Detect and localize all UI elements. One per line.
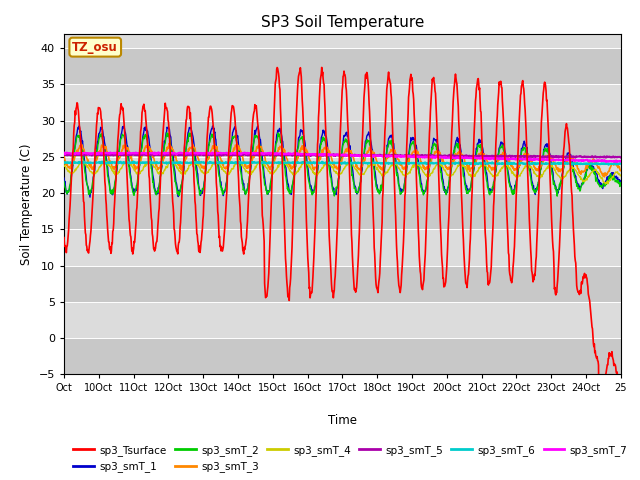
Bar: [64, 84, 621, 120]
Bar: [64, 157, 621, 193]
X-axis label: Time: Time: [328, 414, 357, 427]
Text: TZ_osu: TZ_osu: [72, 41, 118, 54]
Bar: [64, 265, 621, 302]
Bar: [64, 48, 621, 84]
Y-axis label: Soil Temperature (C): Soil Temperature (C): [20, 143, 33, 265]
Bar: [64, 120, 621, 157]
Bar: [64, 338, 621, 374]
Bar: [64, 302, 621, 338]
Legend: sp3_Tsurface, sp3_smT_1, sp3_smT_2, sp3_smT_3, sp3_smT_4, sp3_smT_5, sp3_smT_6, : sp3_Tsurface, sp3_smT_1, sp3_smT_2, sp3_…: [69, 441, 632, 476]
Title: SP3 Soil Temperature: SP3 Soil Temperature: [260, 15, 424, 30]
Bar: [64, 229, 621, 265]
Bar: [64, 193, 621, 229]
